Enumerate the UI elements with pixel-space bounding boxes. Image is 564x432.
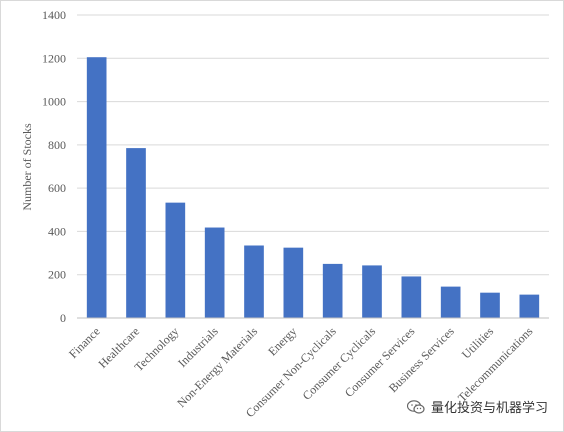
y-axis-title: Number of Stocks <box>20 123 34 211</box>
bar <box>86 57 107 318</box>
bar <box>519 294 540 318</box>
bar <box>204 227 225 318</box>
bar <box>362 265 382 318</box>
gridlines <box>77 14 549 276</box>
y-tick-label: 1400 <box>42 8 66 22</box>
y-tick-label: 1200 <box>42 51 66 65</box>
y-tick-label: 800 <box>48 138 66 152</box>
bar <box>244 245 264 318</box>
bar <box>165 202 186 318</box>
x-tick-label: Consumer Services <box>342 324 418 400</box>
x-tick-label: Telecommunications <box>455 324 536 405</box>
bar <box>440 286 461 318</box>
bars <box>86 57 540 318</box>
bar <box>401 276 422 318</box>
x-tick-label: Finance <box>66 324 103 361</box>
bar <box>283 247 304 318</box>
watermark: 量化投资与机器学习 <box>406 397 548 416</box>
y-tick-label: 400 <box>48 224 66 238</box>
y-tick-labels: 0 200 400 600 800 1000 1200 1400 <box>42 8 66 325</box>
y-tick-label: 200 <box>48 268 66 282</box>
wechat-icon <box>406 399 425 414</box>
x-tick-label: Consumer Cyclicals <box>300 324 379 403</box>
x-tick-label: Energy <box>265 324 299 358</box>
y-tick-label: 0 <box>60 311 66 325</box>
bar <box>480 292 500 318</box>
bar <box>322 263 343 318</box>
x-tick-label: Utilities <box>459 324 496 361</box>
bar <box>126 148 146 318</box>
watermark-text: 量化投资与机器学习 <box>430 401 548 416</box>
y-tick-label: 1000 <box>42 95 66 109</box>
y-tick-label: 600 <box>48 181 66 195</box>
